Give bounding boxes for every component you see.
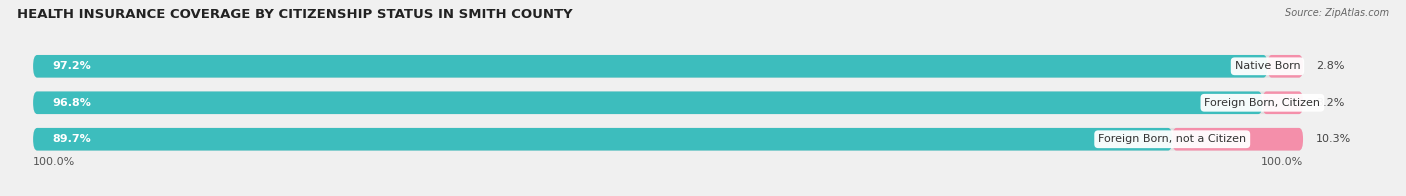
Text: Foreign Born, not a Citizen: Foreign Born, not a Citizen xyxy=(1098,134,1246,144)
FancyBboxPatch shape xyxy=(34,92,1303,114)
Text: Foreign Born, Citizen: Foreign Born, Citizen xyxy=(1205,98,1320,108)
Text: 100.0%: 100.0% xyxy=(1261,157,1303,167)
Text: 97.2%: 97.2% xyxy=(52,61,91,71)
FancyBboxPatch shape xyxy=(1263,92,1303,114)
FancyBboxPatch shape xyxy=(34,128,1303,151)
Text: 10.3%: 10.3% xyxy=(1316,134,1351,144)
Text: Source: ZipAtlas.com: Source: ZipAtlas.com xyxy=(1285,8,1389,18)
FancyBboxPatch shape xyxy=(34,55,1267,78)
Text: 2.8%: 2.8% xyxy=(1316,61,1344,71)
Text: 89.7%: 89.7% xyxy=(52,134,91,144)
FancyBboxPatch shape xyxy=(34,128,1173,151)
Text: HEALTH INSURANCE COVERAGE BY CITIZENSHIP STATUS IN SMITH COUNTY: HEALTH INSURANCE COVERAGE BY CITIZENSHIP… xyxy=(17,8,572,21)
FancyBboxPatch shape xyxy=(34,92,1263,114)
Text: 96.8%: 96.8% xyxy=(52,98,91,108)
Text: 3.2%: 3.2% xyxy=(1316,98,1344,108)
FancyBboxPatch shape xyxy=(34,55,1303,78)
FancyBboxPatch shape xyxy=(1173,128,1303,151)
FancyBboxPatch shape xyxy=(1267,55,1303,78)
Text: 100.0%: 100.0% xyxy=(34,157,76,167)
Text: Native Born: Native Born xyxy=(1234,61,1301,71)
